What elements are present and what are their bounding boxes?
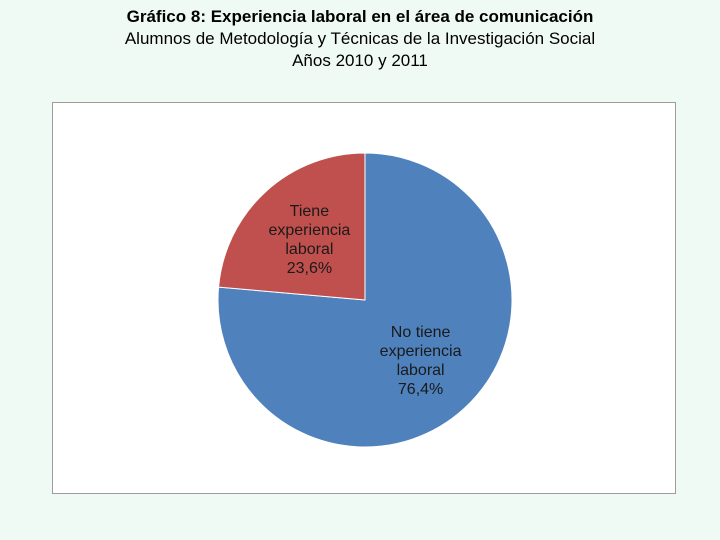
pie-slice-2 [218, 152, 366, 301]
chart-subtitle: Alumnos de Metodología y Técnicas de la … [124, 29, 596, 48]
pie-slice-label-2: Tiene experiencia laboral 23,6% [268, 203, 350, 277]
chart-years: Años 2010 y 2011 [292, 51, 428, 70]
pie-slice-value: 23,6% [287, 260, 332, 277]
pie-slice-value: 76,4% [398, 381, 443, 398]
pie-slice-label-line: experiencia [268, 222, 350, 239]
pie-slice-label-line: laboral [285, 241, 333, 258]
pie-slice-label-line: experiencia [380, 343, 462, 360]
pie-chart: No tiene experiencia laboral 76,4% Tiene expe… [217, 152, 513, 448]
pie-slice-label-line: No tiene [391, 324, 451, 341]
chart-title: Gráfico 8: Experiencia laboral en el áre… [126, 7, 594, 26]
pie-slice-label-line: Tiene [290, 203, 330, 220]
pie-slice-label-1: No tiene experiencia laboral 76,4% [380, 324, 462, 398]
chart-area: No tiene experiencia laboral 76,4% Tiene expe… [52, 102, 676, 494]
chart-titles: Gráfico 8: Experiencia laboral en el áre… [0, 6, 720, 72]
pie-slice-label-line: laboral [397, 362, 445, 379]
